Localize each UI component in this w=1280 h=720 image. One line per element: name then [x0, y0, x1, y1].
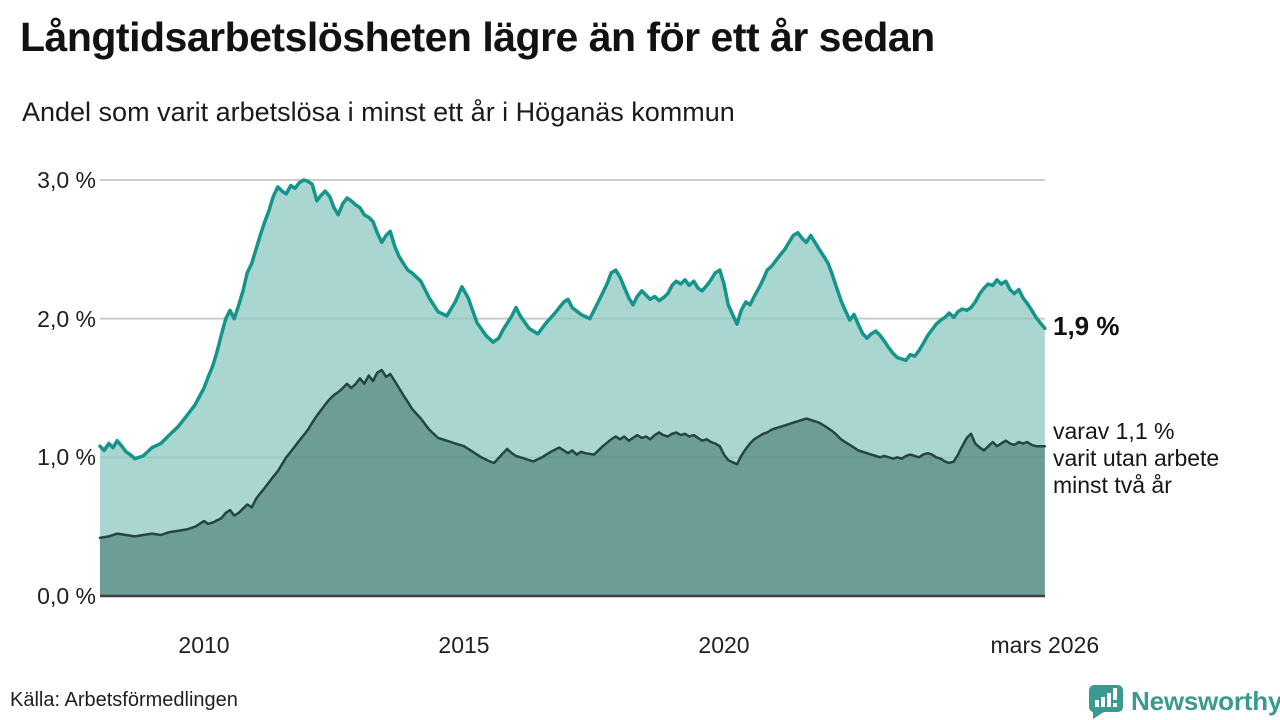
- source-note: Källa: Arbetsförmedlingen: [10, 689, 238, 711]
- newsworthy-logo: Newsworthy: [1086, 683, 1280, 720]
- x-tick-label-2010: 2010: [178, 632, 230, 658]
- end-note-line-2: varit utan arbete: [1053, 445, 1220, 471]
- end-note-line-1: varav 1,1 %: [1053, 418, 1175, 444]
- end-note-line-3: minst två år: [1053, 472, 1172, 498]
- x-tick-label-2020: 2020: [698, 632, 750, 658]
- end-value-label: 1,9 %: [1053, 311, 1120, 341]
- x-tick-label-2015: 2015: [438, 632, 490, 658]
- y-tick-label-0: 0,0 %: [37, 583, 96, 609]
- newsworthy-icon: [1088, 685, 1123, 719]
- y-tick-label-3: 3,0 %: [37, 167, 96, 193]
- line-minst-ett-ar: [98, 178, 1047, 461]
- y-tick-label-1: 1,0 %: [37, 444, 96, 471]
- end-note-label: varav 1,1 % varit utan arbete minst två …: [1053, 418, 1219, 499]
- page-title: Långtidsarbetslösheten lägre än för ett …: [20, 14, 935, 60]
- newsworthy-wordmark: Newsworthy: [1131, 686, 1280, 716]
- area-minst-tva-ar: [100, 370, 1045, 596]
- line-minst-tva-ar: [98, 368, 1047, 540]
- x-tick-label-mars-2026: mars 2026: [990, 632, 1100, 658]
- y-tick-label-2: 2,0 %: [37, 305, 96, 332]
- chart-subtitle: Andel som varit arbetslösa i minst ett å…: [22, 97, 735, 127]
